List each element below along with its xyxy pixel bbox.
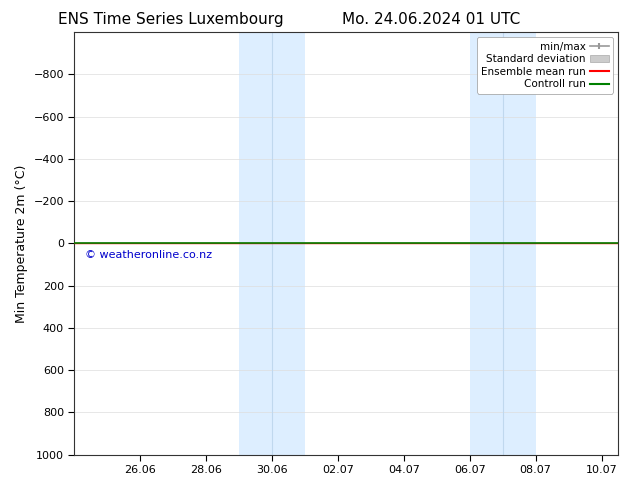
Bar	[470, 32, 536, 455]
Bar	[239, 32, 305, 455]
Text: ENS Time Series Luxembourg: ENS Time Series Luxembourg	[58, 12, 284, 27]
Text: Mo. 24.06.2024 01 UTC: Mo. 24.06.2024 01 UTC	[342, 12, 521, 27]
Text: © weatheronline.co.nz: © weatheronline.co.nz	[86, 250, 212, 260]
Legend: min/max, Standard deviation, Ensemble mean run, Controll run: min/max, Standard deviation, Ensemble me…	[477, 37, 613, 94]
Y-axis label: Min Temperature 2m (°C): Min Temperature 2m (°C)	[15, 164, 28, 322]
